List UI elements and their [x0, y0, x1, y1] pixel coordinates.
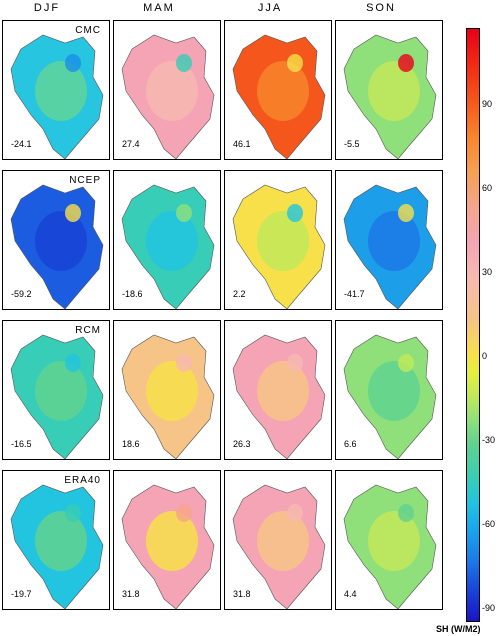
mean-value: 31.8	[122, 589, 140, 599]
model-label: NCEP	[69, 175, 101, 186]
map-panel-era40-djf: -19.7 ERA40	[2, 470, 110, 610]
basin-map	[121, 34, 215, 159]
basin-map	[232, 184, 326, 309]
map-panel-era40-mam: 31.8	[113, 470, 221, 610]
colorbar-label-30: 30	[482, 267, 493, 277]
basin-map	[10, 334, 104, 459]
map-panel-rcm-djf: -16.5 RCM	[2, 320, 110, 460]
basin-map	[232, 484, 326, 609]
column-header-djf: DJF	[33, 2, 61, 14]
mean-value: -16.5	[11, 439, 32, 449]
colorbar-label-minus60: -60	[482, 519, 496, 529]
map-panel-rcm-jja: 26.3	[224, 320, 332, 460]
basin-map	[232, 334, 326, 459]
mean-value: 46.1	[233, 139, 251, 149]
basin-map	[343, 34, 437, 159]
basin-map	[10, 34, 104, 159]
column-header-son: SON	[366, 2, 396, 14]
basin-map	[343, 334, 437, 459]
colorbar-label-minus30: -30	[482, 435, 496, 445]
model-label: RCM	[75, 325, 101, 336]
map-panel-era40-son: 4.4	[335, 470, 443, 610]
map-panel-ncep-jja: 2.2	[224, 170, 332, 310]
colorbar-label-60: 60	[482, 183, 493, 193]
basin-map	[343, 184, 437, 309]
map-panel-rcm-son: 6.6	[335, 320, 443, 460]
mean-value: 26.3	[233, 439, 251, 449]
colorbar-label-minus90: -90	[482, 603, 496, 613]
basin-map	[121, 484, 215, 609]
basin-map	[121, 334, 215, 459]
basin-map	[232, 34, 326, 159]
map-panel-era40-jja: 31.8	[224, 470, 332, 610]
model-label: ERA40	[64, 475, 101, 486]
basin-map	[10, 184, 104, 309]
map-panel-rcm-mam: 18.6	[113, 320, 221, 460]
column-header-jja: JJA	[257, 2, 283, 14]
map-panel-cmc-son: -5.5	[335, 20, 443, 160]
map-panel-ncep-son: -41.7	[335, 170, 443, 310]
mean-value: 31.8	[233, 589, 251, 599]
mean-value: 2.2	[233, 289, 246, 299]
map-panel-cmc-mam: 27.4	[113, 20, 221, 160]
colorbar: 90 60 30 0 -30 -60 -90	[466, 28, 496, 622]
map-panel-ncep-djf: -59.2 NCEP	[2, 170, 110, 310]
mean-value: 27.4	[122, 139, 140, 149]
mean-value: -59.2	[11, 289, 32, 299]
model-label: CMC	[75, 25, 101, 36]
units-label: SH (W/M2)	[436, 624, 481, 634]
basin-map	[10, 484, 104, 609]
colorbar-label-90: 90	[482, 99, 493, 109]
mean-value: -18.6	[122, 289, 143, 299]
map-panel-cmc-djf: -24.1 CMC	[2, 20, 110, 160]
basin-map	[343, 484, 437, 609]
mean-value: -41.7	[344, 289, 365, 299]
mean-value: 18.6	[122, 439, 140, 449]
mean-value: 4.4	[344, 589, 357, 599]
map-panel-ncep-mam: -18.6	[113, 170, 221, 310]
mean-value: -19.7	[11, 589, 32, 599]
map-panel-cmc-jja: 46.1	[224, 20, 332, 160]
mean-value: -24.1	[11, 139, 32, 149]
column-header-mam: MAM	[143, 2, 175, 14]
colorbar-label-0: 0	[482, 351, 488, 361]
mean-value: 6.6	[344, 439, 357, 449]
basin-map	[121, 184, 215, 309]
colorbar-gradient	[466, 28, 480, 622]
mean-value: -5.5	[344, 139, 360, 149]
